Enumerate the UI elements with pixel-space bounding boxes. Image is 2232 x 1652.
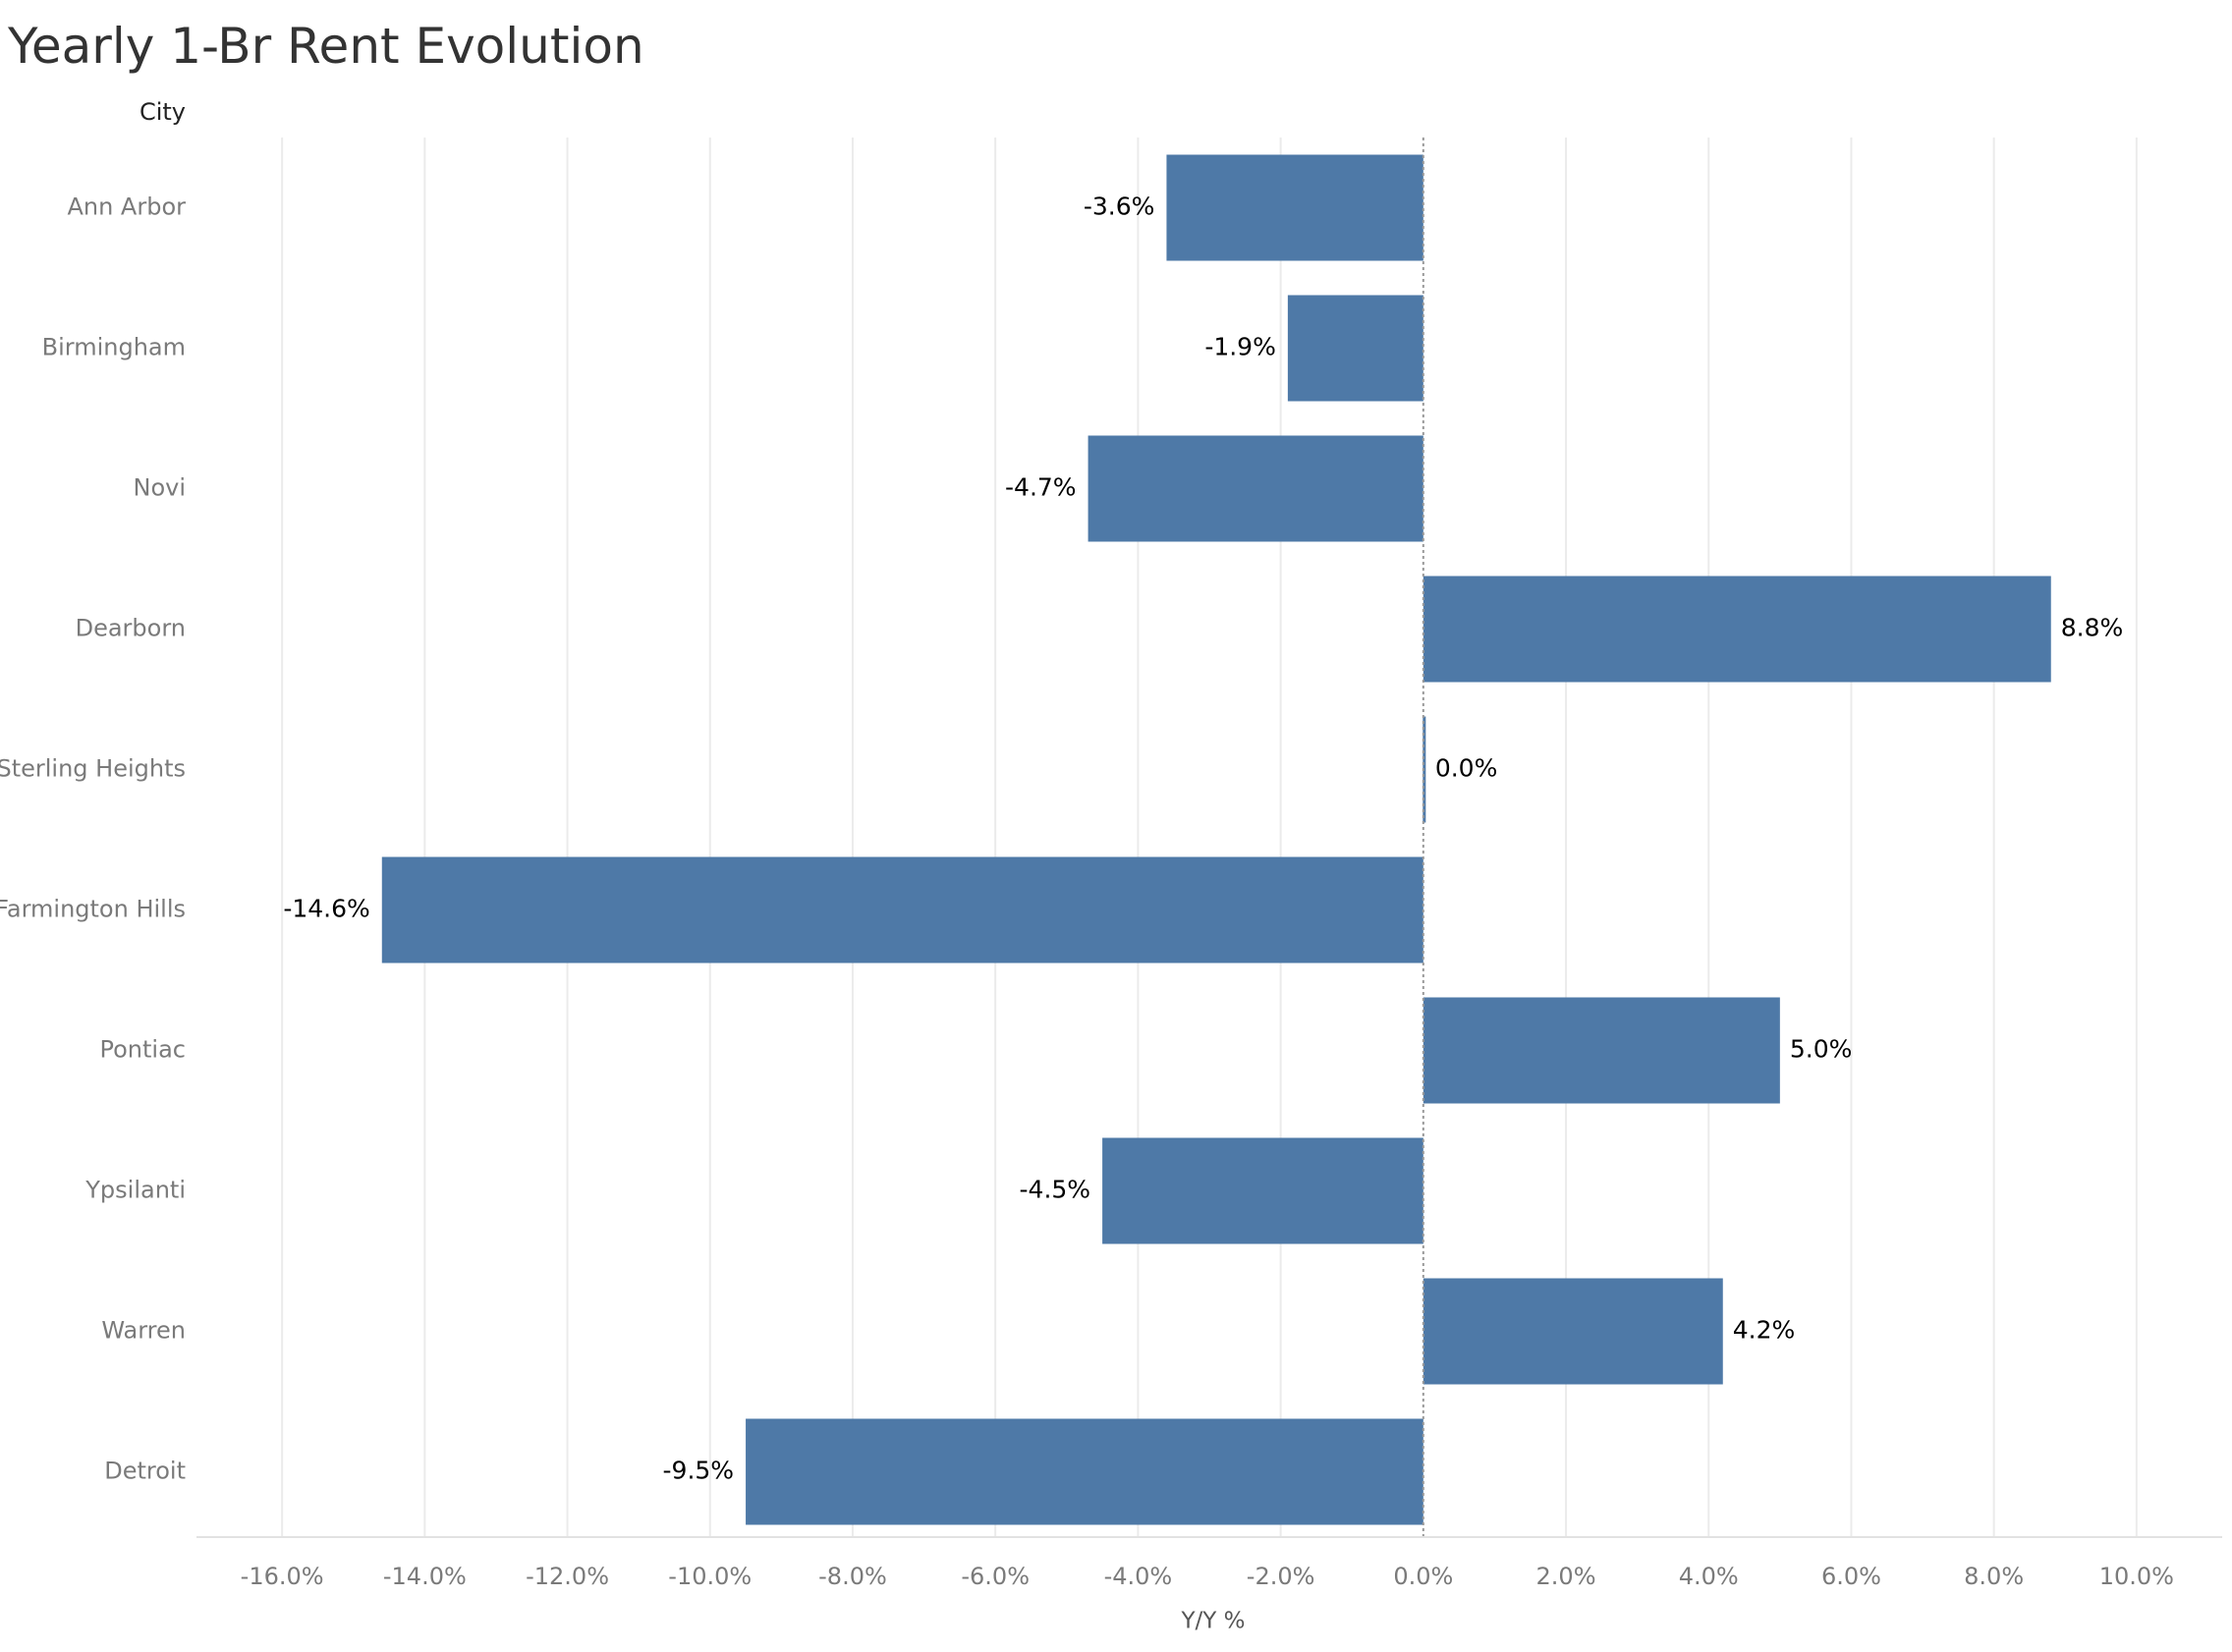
category-label: Detroit	[104, 1458, 186, 1485]
x-tick-label: -10.0%	[668, 1563, 752, 1590]
bar	[1102, 1137, 1423, 1244]
category-label: Farmington Hills	[0, 896, 186, 923]
bar	[1088, 435, 1423, 542]
x-tick-labels: -16.0% -14.0% -12.0% -10.0% -8.0% -6.0% -4.0% -…	[241, 1563, 2174, 1590]
x-axis-title: Y/Y %	[1180, 1609, 1245, 1634]
bar	[1287, 295, 1423, 402]
bar	[1423, 997, 1780, 1104]
chart-title: Yearly 1-Br Rent Evolution	[8, 18, 644, 75]
x-tick-label: -8.0%	[818, 1563, 887, 1590]
category-axis-header: City	[140, 98, 186, 126]
x-tick-label: -6.0%	[961, 1563, 1030, 1590]
data-label: -14.6%	[283, 895, 369, 923]
data-label: 5.0%	[1790, 1035, 1853, 1064]
x-tick-label: 0.0%	[1393, 1563, 1453, 1590]
x-tick-label: 6.0%	[1821, 1563, 1881, 1590]
category-label: Ypsilanti	[84, 1177, 186, 1204]
category-label: Ann Arbor	[67, 193, 186, 221]
category-label: Novi	[133, 474, 186, 502]
category-label: Sterling Heights	[0, 755, 186, 783]
category-label: Birmingham	[42, 334, 186, 361]
data-label: 0.0%	[1435, 754, 1498, 783]
data-label: -4.5%	[1020, 1176, 1091, 1204]
bar	[1423, 576, 2051, 683]
data-label: -3.6%	[1084, 193, 1155, 221]
category-labels: Ann Arbor Birmingham Novi Dearborn Sterling …	[0, 193, 186, 1485]
x-tick-label: -16.0%	[241, 1563, 324, 1590]
data-label: -9.5%	[663, 1457, 735, 1485]
x-tick-label: -2.0%	[1247, 1563, 1315, 1590]
category-label: Dearborn	[76, 615, 186, 642]
x-tick-label: 8.0%	[1964, 1563, 2024, 1590]
bar	[746, 1418, 1423, 1525]
data-label: 4.2%	[1733, 1316, 1796, 1345]
bar	[1166, 154, 1423, 261]
data-label: -1.9%	[1204, 333, 1276, 361]
x-tick-label: 10.0%	[2099, 1563, 2174, 1590]
data-label: -4.7%	[1005, 473, 1077, 502]
bars	[381, 154, 2051, 1525]
x-tick-label: -14.0%	[383, 1563, 467, 1590]
data-labels: -3.6% -1.9% -4.7% 8.8% 0.0% -14.6% 5.0% -4.5% 4.…	[283, 193, 2123, 1485]
x-tick-label: 4.0%	[1679, 1563, 1739, 1590]
category-label: Warren	[101, 1317, 186, 1345]
x-tick-label: 2.0%	[1536, 1563, 1596, 1590]
x-tick-label: -4.0%	[1104, 1563, 1173, 1590]
bar	[381, 856, 1423, 964]
data-label: 8.8%	[2061, 614, 2124, 642]
bar	[1423, 1278, 1723, 1385]
category-label: Pontiac	[100, 1036, 187, 1064]
x-tick-label: -12.0%	[526, 1563, 609, 1590]
